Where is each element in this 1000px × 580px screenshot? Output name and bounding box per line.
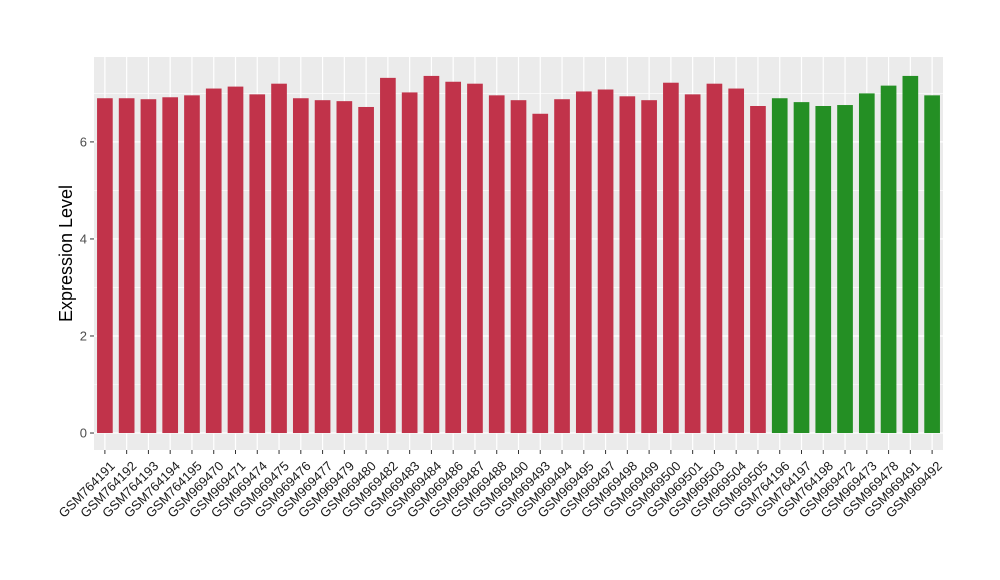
bar-GSM969497: [597, 89, 614, 434]
bar-GSM969505: [750, 106, 766, 434]
bar-GSM969480: [358, 106, 374, 434]
bar-GSM969484: [423, 75, 440, 434]
bar-GSM969504: [728, 88, 745, 434]
bar-GSM969483: [401, 92, 418, 434]
y-axis-ticks: 0 2 4 6: [80, 134, 94, 441]
bar-GSM969487: [467, 83, 483, 434]
bar-GSM969471: [227, 86, 244, 434]
y-axis-title: Expression Level: [56, 185, 76, 322]
bars: [97, 75, 940, 434]
x-axis-ticks: GSM764191GSM764192GSM764193GSM764194GSM7…: [56, 450, 945, 521]
bar-GSM969498: [619, 96, 636, 434]
bar-GSM969494: [554, 99, 570, 434]
bar-GSM764195: [184, 95, 200, 434]
bar-GSM764192: [118, 98, 135, 434]
bar-GSM764197: [793, 102, 810, 434]
bar-GSM969500: [663, 82, 679, 434]
y-tick-label: 4: [80, 231, 87, 246]
bar-GSM969493: [532, 113, 549, 434]
bar-GSM969477: [314, 100, 331, 434]
bar-GSM969476: [292, 98, 309, 434]
y-tick-label: 6: [80, 134, 87, 149]
y-tick-label: 0: [80, 426, 87, 441]
bar-GSM969472: [837, 105, 853, 434]
bar-GSM969503: [706, 83, 723, 434]
bar-GSM764191: [97, 98, 113, 434]
bar-GSM969491: [902, 75, 919, 434]
bar-GSM764193: [140, 99, 157, 434]
bar-GSM969478: [880, 85, 897, 434]
bar-GSM764196: [771, 98, 788, 434]
bar-GSM969492: [924, 95, 940, 434]
bar-GSM764194: [162, 97, 179, 434]
bar-GSM969474: [249, 94, 266, 434]
bar-GSM969488: [488, 95, 505, 434]
bar-GSM969501: [684, 94, 701, 434]
bar-GSM969470: [205, 88, 222, 434]
bar-GSM969495: [575, 91, 592, 434]
bar-GSM969475: [271, 83, 287, 434]
bar-GSM969499: [641, 100, 657, 434]
bar-GSM969473: [858, 93, 875, 434]
bar-GSM969482: [380, 77, 396, 434]
bar-GSM969479: [336, 101, 353, 434]
y-tick-label: 2: [80, 328, 87, 343]
bar-GSM969486: [445, 81, 462, 434]
bar-GSM969490: [510, 100, 527, 434]
bar-GSM764198: [815, 106, 832, 434]
